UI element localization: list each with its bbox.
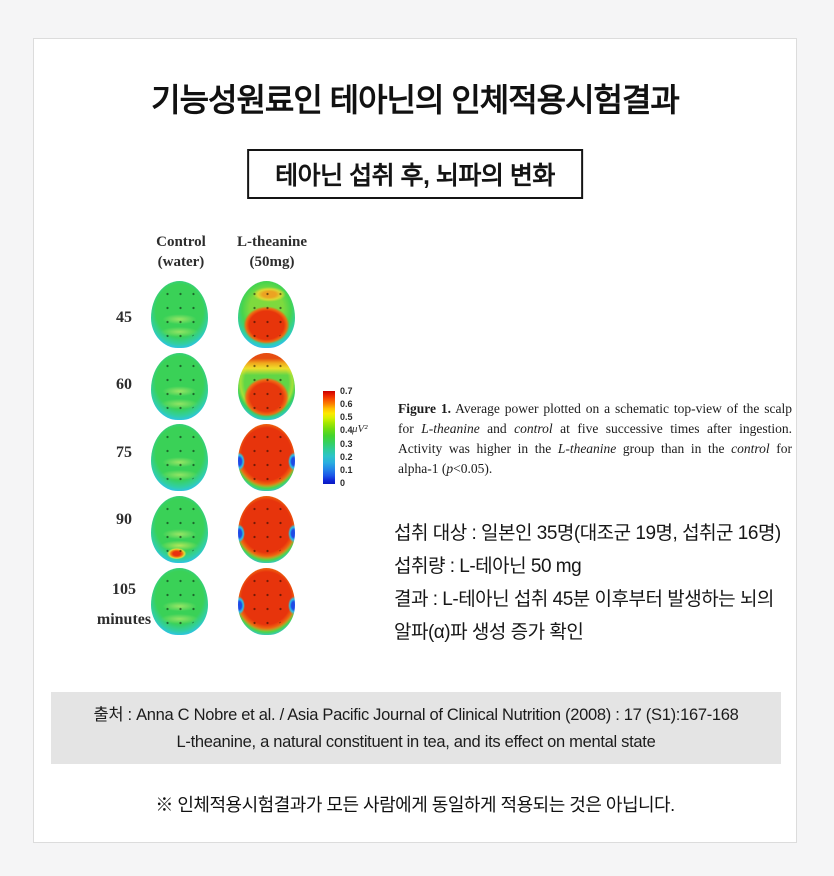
study-subjects: 섭취 대상 : 일본인 35명(대조군 19명, 섭취군 16명) bbox=[394, 523, 781, 544]
column-header-control-line1: Control bbox=[156, 234, 206, 250]
column-header-control-line2: (water) bbox=[157, 253, 205, 270]
scan-control-60 bbox=[151, 353, 208, 420]
figure-caption-text: for alpha-1 ( bbox=[398, 441, 792, 476]
colorbar-tick: 0.3 bbox=[340, 438, 353, 449]
scan-control-45 bbox=[151, 281, 208, 348]
time-unit-label: minutes bbox=[96, 611, 152, 628]
figure-caption-italic: control bbox=[731, 441, 770, 456]
colorbar-tick: 0.4 bbox=[340, 425, 353, 436]
figure-caption-text: group than in the bbox=[616, 441, 732, 456]
colorbar-tick: 0.7 bbox=[340, 386, 353, 396]
figure-caption-italic: p bbox=[446, 461, 454, 476]
page-title: 기능성원료인 테아닌의 인체적용시험결과 bbox=[151, 82, 680, 118]
column-header-theanine-line1: L-theanine bbox=[236, 234, 307, 250]
colorbar-gradient bbox=[323, 391, 335, 484]
row-label-105: 105 bbox=[112, 581, 136, 598]
colorbar-tick: 0.5 bbox=[340, 412, 353, 423]
study-dose: 섭취량 : L-테아닌 50 mg bbox=[394, 556, 582, 577]
row-label-90: 90 bbox=[116, 511, 132, 528]
figure-caption: Figure 1. Average power plotted on a sch… bbox=[398, 399, 792, 479]
figure-caption-text: and bbox=[479, 421, 515, 436]
figure-caption-text: <0.05). bbox=[453, 461, 493, 476]
colorbar-tick: 0.2 bbox=[340, 451, 353, 462]
study-result-2: 알파(α)파 생성 증가 확인 bbox=[394, 622, 584, 643]
figure-caption-italic: control bbox=[514, 421, 553, 436]
column-header-theanine-line2: (50mg) bbox=[249, 253, 295, 270]
figure-caption-italic: L-theanine bbox=[557, 441, 617, 456]
column-header-control: Control (water) bbox=[131, 233, 231, 272]
source-citation: 출처 : Anna C Nobre et al. / Asia Pacific … bbox=[93, 706, 739, 724]
row-label-60: 60 bbox=[116, 376, 132, 393]
figure-caption-text: at five successive times after ingestion… bbox=[398, 421, 793, 456]
subtitle-text: 테아닌 섭취 후, 뇌파의 변화 bbox=[275, 162, 555, 190]
source-paper-title: L-theanine, a natural constituent in tea… bbox=[176, 733, 656, 751]
scan-control-90 bbox=[151, 496, 208, 563]
study-info: 섭취 대상 : 일본인 35명(대조군 19명, 섭취군 16명) 섭취량 : … bbox=[394, 517, 804, 649]
scan-control-75 bbox=[151, 424, 208, 491]
colorbar-tick: 0 bbox=[340, 477, 346, 488]
scan-theanine-75 bbox=[238, 424, 295, 491]
colorbar-tick: 0.6 bbox=[340, 399, 353, 410]
colorbar-unit: μV² bbox=[352, 423, 368, 435]
scan-control-105 bbox=[151, 568, 208, 635]
content-card: 기능성원료인 테아닌의 인체적용시험결과 테아닌 섭취 후, 뇌파의 변화 Co… bbox=[33, 38, 797, 843]
row-label-75: 75 bbox=[116, 444, 132, 461]
figure-caption-text: Average power plotted on a schematic top… bbox=[398, 401, 793, 436]
scan-theanine-60 bbox=[238, 353, 295, 420]
figure-caption-italic: L-theanine bbox=[421, 421, 480, 436]
disclaimer: ※ 인체적용시험결과가 모든 사람에게 동일하게 적용되는 것은 아닙니다. bbox=[155, 795, 675, 815]
source-box: 출처 : Anna C Nobre et al. / Asia Pacific … bbox=[51, 692, 781, 764]
scan-theanine-90 bbox=[238, 496, 295, 563]
study-result-1: 결과 : L-테아닌 섭취 45분 이후부터 발생하는 뇌의 bbox=[394, 589, 774, 610]
row-label-45: 45 bbox=[116, 309, 132, 326]
column-header-theanine: L-theanine (50mg) bbox=[217, 233, 327, 272]
colorbar-tick: 0.1 bbox=[340, 464, 353, 475]
colorbar-ticks: 0.7 0.6 0.5 0.4 0.3 0.2 0.1 0 bbox=[340, 386, 366, 488]
scan-theanine-105 bbox=[238, 568, 295, 635]
figure-caption-label: Figure 1. bbox=[398, 401, 452, 416]
scan-theanine-45 bbox=[238, 281, 295, 348]
subtitle-box: 테아닌 섭취 후, 뇌파의 변화 bbox=[247, 149, 583, 199]
